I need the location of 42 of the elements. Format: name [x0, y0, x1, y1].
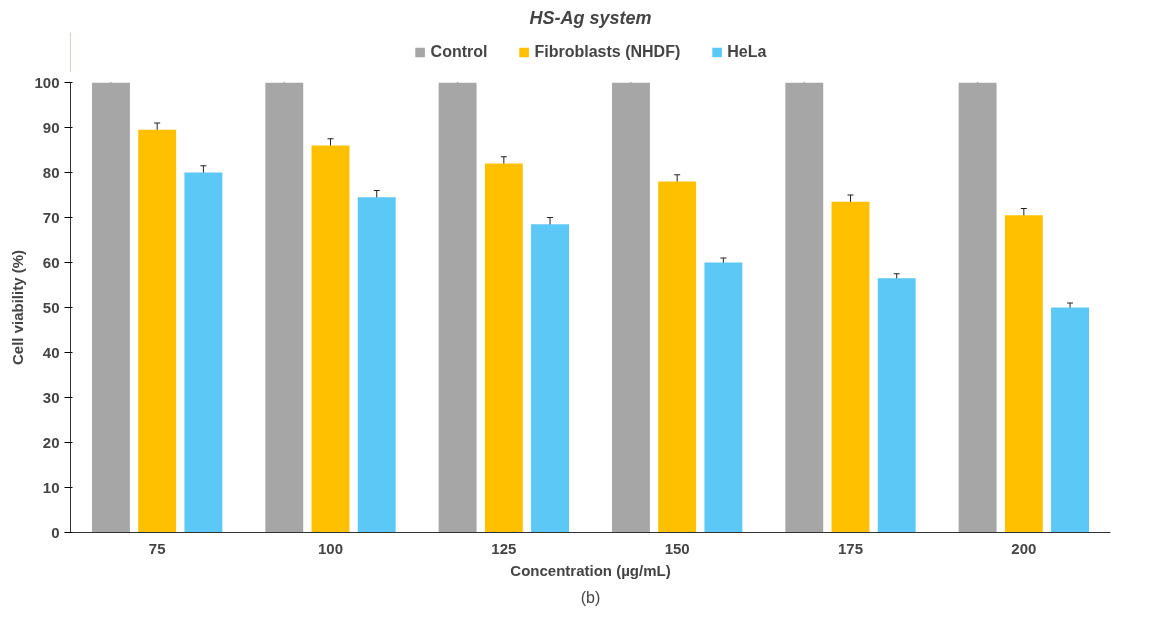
x-tick-label: 75	[148, 539, 166, 557]
x-tick-label: 100	[317, 539, 344, 557]
bar	[704, 262, 743, 533]
y-axis-title: Cell viability (%)	[9, 249, 27, 366]
x-tick-label: 200	[1011, 539, 1037, 557]
bar	[831, 201, 870, 533]
legend-label: HeLa	[727, 43, 767, 61]
bar	[877, 278, 916, 533]
y-tick-label: 30	[42, 388, 60, 406]
text: (b)	[580, 588, 601, 606]
x-axis-title: Concentration (µg/mL)	[510, 561, 671, 579]
y-tick-label: 90	[42, 118, 60, 136]
legend-label: Fibroblasts (NHDF)	[534, 43, 681, 61]
x-tick-label: 150	[664, 539, 690, 557]
bar	[785, 82, 824, 533]
bar	[531, 224, 570, 533]
y-tick-label: 60	[42, 253, 60, 271]
y-tick-label: 80	[42, 163, 60, 181]
bar	[138, 129, 177, 533]
x-tick-label: 125	[491, 539, 517, 557]
y-tick-label: 0	[51, 523, 60, 541]
bar	[1051, 307, 1090, 533]
bar	[611, 82, 650, 533]
bar	[184, 172, 223, 533]
chart-title: HS-Ag system	[529, 7, 652, 28]
bar	[658, 181, 697, 533]
x-tick-label: 175	[837, 539, 864, 557]
bar	[958, 82, 997, 533]
bar	[91, 82, 130, 533]
y-tick-label: 70	[42, 208, 60, 226]
legend-label: Control	[430, 43, 488, 61]
bar	[357, 197, 396, 533]
y-tick-label: 10	[42, 478, 60, 496]
y-tick-label: 100	[34, 73, 60, 91]
y-tick-label: 40	[42, 343, 60, 361]
bar	[484, 163, 523, 533]
y-tick-label: 50	[42, 298, 60, 316]
bar	[311, 145, 350, 533]
y-tick-label: 20	[42, 433, 60, 451]
bar	[438, 82, 477, 533]
bar	[265, 82, 304, 533]
bar	[1004, 215, 1043, 533]
